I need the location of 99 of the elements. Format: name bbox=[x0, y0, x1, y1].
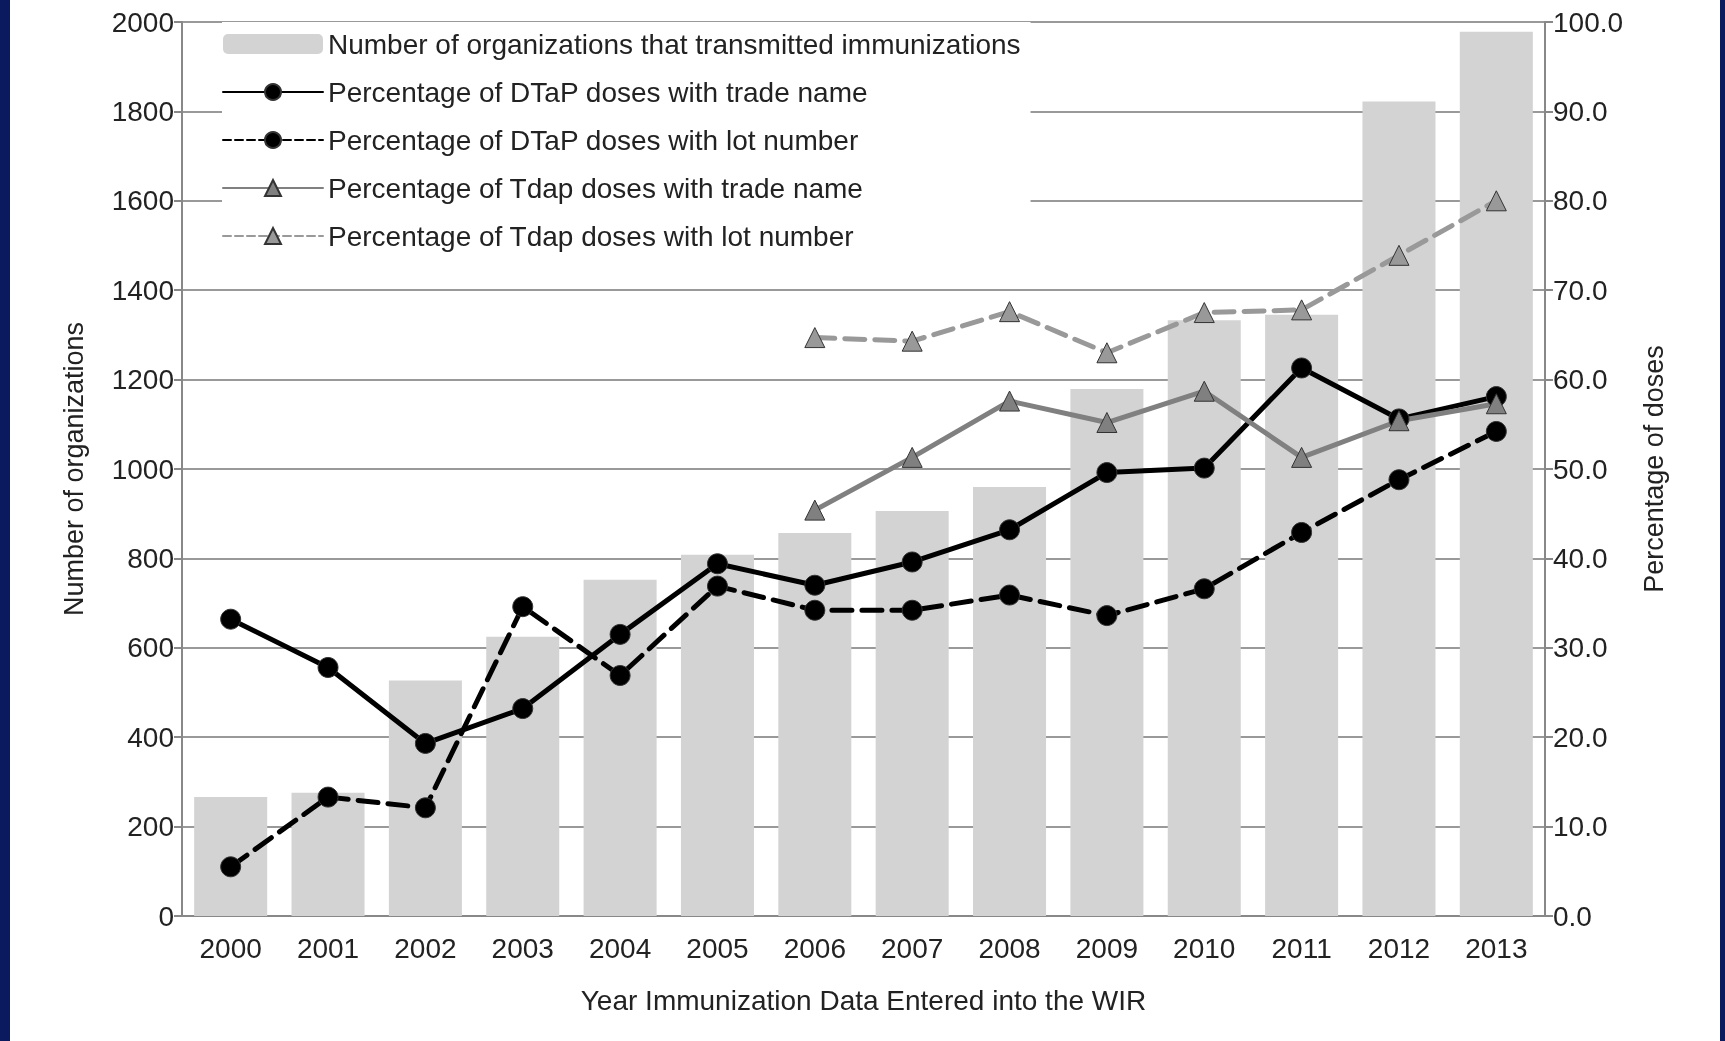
y-tick-label: 200 bbox=[127, 811, 174, 843]
y2-tick-label: 100.0 bbox=[1553, 6, 1624, 38]
point bbox=[706, 553, 728, 575]
point bbox=[804, 327, 826, 349]
x-tick-label: 2008 bbox=[978, 932, 1041, 964]
point bbox=[609, 623, 631, 645]
y-tick-label: 1600 bbox=[111, 185, 174, 217]
point bbox=[804, 599, 826, 621]
x-tick-label: 2003 bbox=[491, 932, 554, 964]
y2-tick-label: 50.0 bbox=[1553, 453, 1608, 485]
x-tick-label: 2011 bbox=[1271, 932, 1332, 964]
bar bbox=[973, 486, 1047, 916]
point bbox=[1388, 469, 1410, 491]
point bbox=[901, 330, 923, 352]
y2-tick-label: 10.0 bbox=[1553, 811, 1608, 843]
point bbox=[1485, 190, 1507, 212]
point bbox=[220, 856, 242, 878]
point bbox=[1485, 393, 1507, 415]
point bbox=[220, 608, 242, 630]
point bbox=[1193, 578, 1215, 600]
y2-tick-label: 30.0 bbox=[1553, 632, 1608, 664]
point bbox=[1193, 457, 1215, 479]
x-tick-label: 2007 bbox=[881, 932, 944, 964]
point bbox=[999, 519, 1021, 541]
bar bbox=[1265, 314, 1339, 916]
legend-label: Number of organizations that transmitted immunizations bbox=[328, 28, 1021, 60]
bar bbox=[1070, 388, 1144, 916]
y2-tick-label: 0.0 bbox=[1553, 900, 1592, 932]
point bbox=[414, 797, 436, 819]
point bbox=[1291, 446, 1313, 468]
bar bbox=[1459, 31, 1533, 916]
y-tick-label: 1400 bbox=[111, 274, 174, 306]
point bbox=[1096, 462, 1118, 484]
bar bbox=[291, 792, 365, 916]
y2-tick-label: 70.0 bbox=[1553, 274, 1608, 306]
point bbox=[1193, 302, 1215, 324]
x-tick-label: 2012 bbox=[1367, 932, 1431, 964]
x-tick-label: 2004 bbox=[588, 932, 652, 964]
x-tick-label: 2013 bbox=[1465, 932, 1528, 964]
x-tick-label: 2006 bbox=[783, 932, 846, 964]
point bbox=[1096, 342, 1118, 364]
x-tick-label: 2001 bbox=[296, 932, 360, 964]
point bbox=[901, 446, 923, 468]
point bbox=[1291, 299, 1313, 321]
legend-label: Percentage of Tdap doses with trade name bbox=[328, 172, 863, 204]
x-tick-label: 2002 bbox=[394, 932, 457, 964]
point bbox=[1096, 412, 1118, 434]
x-axis-title: Year Immunization Data Entered into the WIR bbox=[580, 984, 1147, 1016]
y2-tick-label: 90.0 bbox=[1553, 95, 1608, 127]
x-tick-label: 2000 bbox=[199, 932, 262, 964]
point bbox=[999, 390, 1021, 412]
bar bbox=[875, 511, 949, 916]
bar bbox=[1167, 320, 1241, 916]
legend-label: Percentage of Tdap doses with lot number bbox=[328, 220, 854, 252]
y-tick-label: 800 bbox=[127, 542, 174, 574]
point bbox=[1291, 521, 1313, 543]
y2-tick-label: 40.0 bbox=[1553, 542, 1608, 574]
y-tick-label: 600 bbox=[127, 632, 174, 664]
bar bbox=[486, 636, 560, 916]
x-tick-label: 2009 bbox=[1075, 932, 1139, 964]
y2-tick-label: 60.0 bbox=[1553, 364, 1608, 396]
point bbox=[1485, 420, 1507, 442]
point bbox=[512, 596, 534, 618]
point bbox=[317, 786, 339, 808]
y-tick-label: 1800 bbox=[111, 95, 174, 127]
y-tick-label: 2000 bbox=[111, 6, 174, 38]
x-tick-label: 2005 bbox=[686, 932, 749, 964]
bar bbox=[194, 797, 268, 916]
legend-label: Percentage of DTaP doses with trade name bbox=[328, 76, 868, 108]
point bbox=[804, 574, 826, 596]
bar bbox=[388, 680, 462, 916]
bar bbox=[1362, 101, 1436, 916]
point bbox=[609, 665, 631, 687]
point bbox=[1388, 244, 1410, 266]
y-tick-label: 400 bbox=[127, 721, 174, 753]
point bbox=[1193, 380, 1215, 402]
y-tick-label: 0 bbox=[158, 900, 174, 932]
point bbox=[706, 575, 728, 597]
point bbox=[512, 698, 534, 720]
bar bbox=[778, 532, 852, 916]
point bbox=[999, 301, 1021, 323]
point bbox=[1291, 357, 1313, 379]
x-tick-label: 2010 bbox=[1173, 932, 1236, 964]
point bbox=[999, 584, 1021, 606]
y-tick-label: 1200 bbox=[111, 364, 174, 396]
point bbox=[901, 599, 923, 621]
y-tick-label: 1000 bbox=[111, 453, 174, 485]
y2-axis-title: Percentage of doses bbox=[1638, 345, 1669, 593]
bar bbox=[583, 579, 657, 916]
point bbox=[414, 732, 436, 754]
y-axis-title: Number of organizations bbox=[58, 321, 89, 617]
point bbox=[804, 499, 826, 521]
point bbox=[901, 551, 923, 573]
legend-label: Percentage of DTaP doses with lot number bbox=[328, 124, 859, 156]
point bbox=[1096, 605, 1118, 627]
y2-tick-label: 20.0 bbox=[1553, 721, 1608, 753]
y2-tick-label: 80.0 bbox=[1553, 185, 1608, 217]
bar bbox=[680, 554, 754, 916]
point bbox=[317, 656, 339, 678]
